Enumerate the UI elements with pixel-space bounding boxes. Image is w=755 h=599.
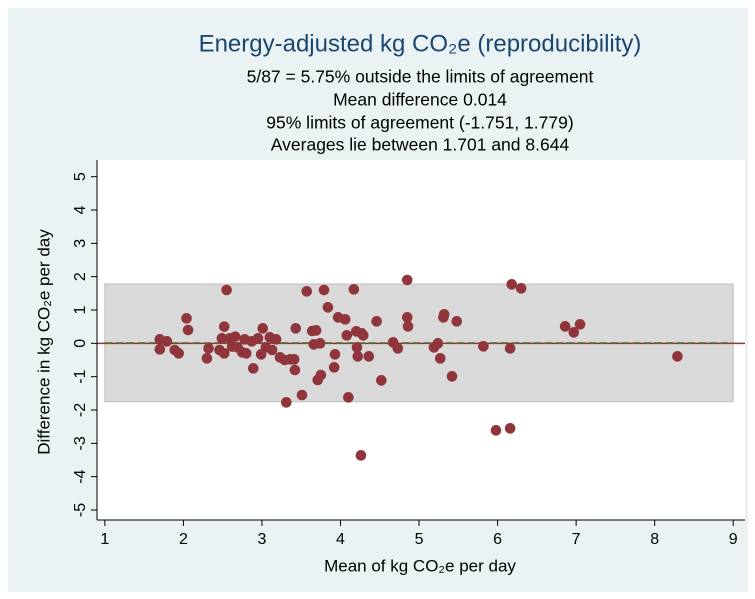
point: [357, 330, 369, 341]
point: [318, 284, 330, 296]
point: [252, 333, 264, 344]
point: [559, 321, 571, 332]
point: [371, 316, 382, 327]
point: [173, 348, 184, 359]
point: [221, 284, 232, 296]
point: [322, 302, 334, 313]
point: [296, 389, 308, 401]
y-tick-label: 0: [72, 339, 89, 348]
point: [363, 351, 375, 362]
subtitle: Averages lie between 1.701 and 8.644: [271, 135, 570, 155]
point: [401, 312, 413, 323]
point: [574, 319, 586, 330]
x-tick-label: 3: [257, 531, 266, 548]
point: [289, 364, 301, 376]
point: [229, 331, 241, 342]
y-tick-label: -3: [72, 436, 89, 450]
point: [402, 321, 414, 332]
point: [376, 375, 387, 386]
point: [216, 333, 228, 344]
point: [315, 369, 327, 381]
point: [438, 309, 450, 320]
y-tick-label: -1: [72, 369, 89, 383]
x-tick-label: 6: [493, 531, 502, 548]
point: [434, 353, 446, 364]
point: [248, 363, 259, 374]
point: [355, 450, 367, 461]
point: [506, 279, 518, 290]
y-tick-label: 1: [72, 305, 89, 314]
chart-title: Energy-adjusted kg CO₂e (reproducibility…: [199, 30, 642, 57]
point: [161, 336, 173, 347]
point: [339, 314, 351, 325]
point: [504, 423, 516, 434]
point: [672, 351, 683, 362]
x-tick-label: 7: [572, 531, 581, 548]
x-tick-label: 2: [179, 531, 188, 548]
y-tick-label: 3: [72, 239, 89, 248]
point: [280, 397, 292, 408]
point: [301, 286, 313, 297]
point: [203, 343, 214, 354]
subtitle: 5/87 = 5.75% outside the limits of agree…: [247, 67, 594, 87]
y-axis-label: Difference in kg CO₂e per day: [34, 229, 53, 455]
point: [348, 284, 360, 295]
subtitle: Mean difference 0.014: [333, 90, 507, 110]
point: [240, 348, 252, 359]
point: [182, 324, 194, 336]
point: [451, 316, 463, 327]
point: [218, 348, 230, 359]
y-tick-label: -5: [72, 503, 89, 517]
x-tick-label: 1: [100, 531, 109, 548]
y-tick-label: 4: [72, 205, 89, 214]
point: [568, 327, 580, 338]
x-axis-label: Mean of kg CO₂e per day: [324, 556, 516, 575]
point: [504, 343, 516, 354]
point: [288, 354, 300, 365]
y-tick-label: 5: [72, 172, 89, 181]
y-tick-label: 2: [72, 272, 89, 281]
point: [181, 313, 192, 324]
x-tick-label: 4: [336, 531, 345, 548]
x-tick-label: 5: [415, 531, 424, 548]
point: [401, 274, 413, 286]
point: [290, 323, 302, 334]
point: [329, 349, 341, 360]
point: [266, 344, 278, 356]
point: [351, 342, 363, 353]
y-tick-label: -4: [72, 469, 89, 483]
point: [270, 334, 282, 345]
x-tick-label: 9: [729, 531, 738, 548]
point: [352, 351, 364, 362]
point: [392, 343, 404, 354]
point: [310, 325, 322, 336]
point: [515, 283, 527, 294]
point: [328, 362, 340, 373]
point: [201, 353, 213, 364]
point: [314, 338, 326, 349]
point: [490, 425, 502, 436]
subtitle: 95% limits of agreement (-1.751, 1.779): [266, 113, 573, 133]
point: [446, 371, 458, 382]
y-tick-label: -2: [72, 403, 89, 417]
point: [257, 323, 269, 334]
point: [343, 392, 354, 403]
point: [341, 330, 353, 341]
point: [478, 341, 489, 352]
point: [218, 321, 230, 332]
x-tick-label: 8: [650, 531, 659, 548]
point: [154, 344, 166, 355]
point: [432, 338, 444, 349]
